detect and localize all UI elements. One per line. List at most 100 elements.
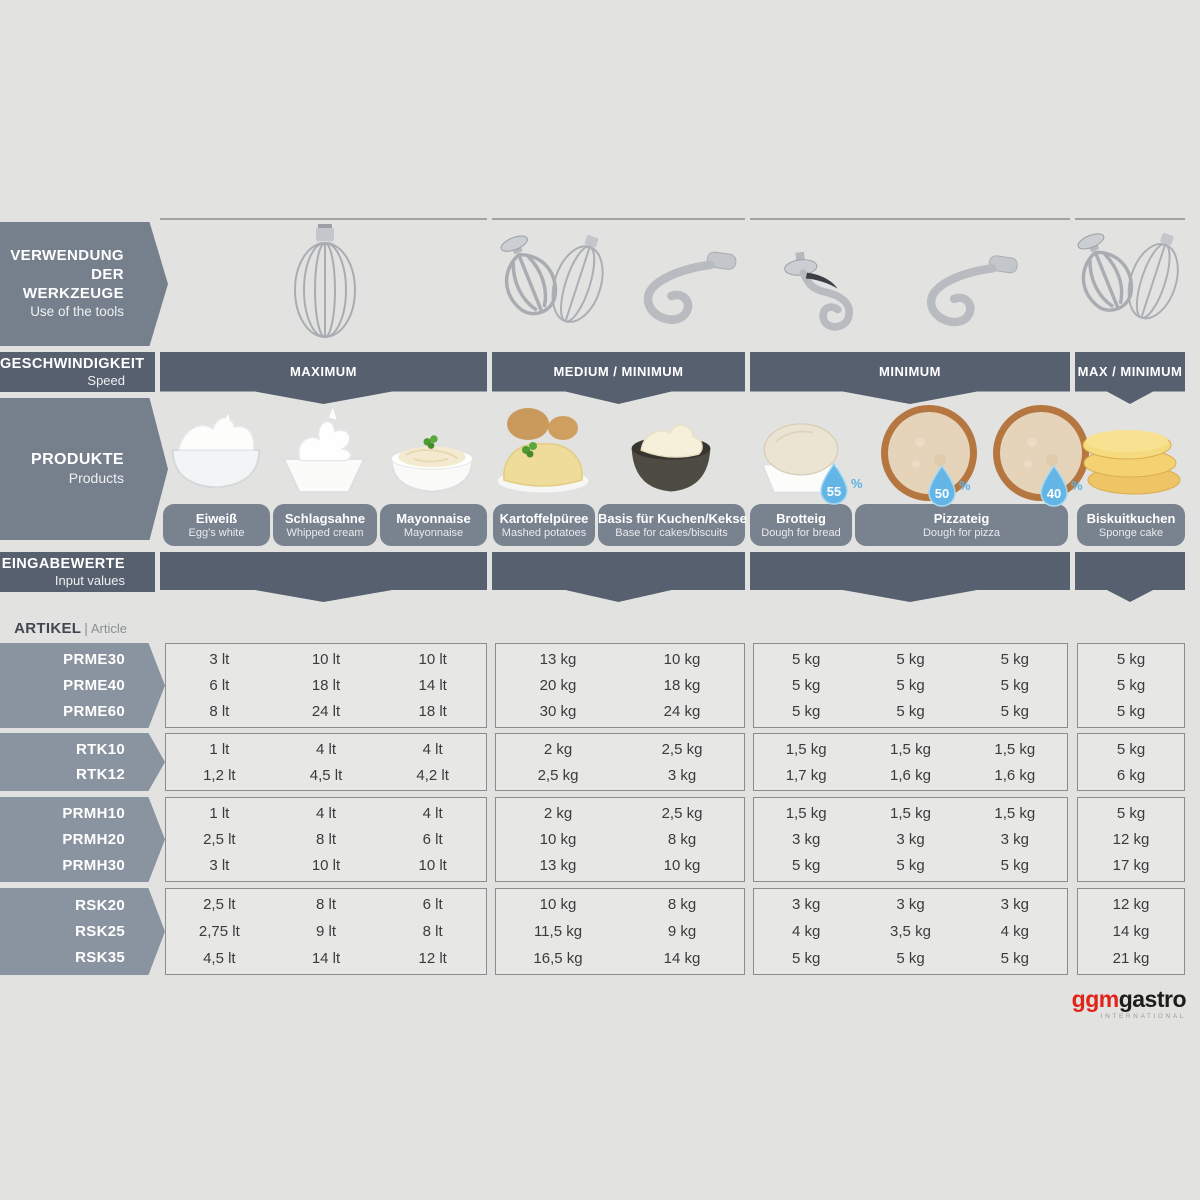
table-row: 3 kg 3 kg 3 kg	[754, 826, 1067, 852]
value-cell: 10 kg	[663, 650, 701, 668]
logo-gastro: gastro	[1118, 986, 1187, 1012]
value-cell: 14 lt	[311, 950, 341, 967]
table-row: 2,75 lt 9 lt 8 lt	[166, 918, 486, 945]
value-cell: 3 lt	[209, 650, 230, 668]
product-name-en: Mashed potatoes	[501, 527, 587, 539]
value-cell: 3 kg	[791, 896, 821, 913]
table-row: 6 lt 18 lt 14 lt	[166, 672, 486, 698]
table-row: 2,5 kg 3 kg	[496, 762, 744, 788]
speed-label: MAX / MINIMUM	[1077, 364, 1183, 379]
value-cell: 2,5 kg	[661, 740, 703, 758]
input-values-bar	[160, 552, 487, 602]
value-cell: 2,5 lt	[203, 830, 236, 848]
pizza-dough-icon	[988, 402, 1094, 504]
products-label-de: PRODUKTE	[31, 451, 124, 469]
table-row: 12 kg	[1078, 891, 1184, 918]
value-cell: 18 lt	[311, 676, 341, 694]
table-row: 4,5 lt 14 lt 12 lt	[166, 945, 486, 972]
product-name-en: Egg's white	[188, 527, 245, 539]
article-caption-en: Article	[90, 621, 127, 636]
article-group-label: RTK10 RTK12	[0, 733, 165, 791]
table-row: 21 kg	[1078, 945, 1184, 972]
article-name: PRME40	[63, 676, 125, 694]
value-cell: 8 lt	[209, 703, 230, 721]
value-cell: 5 kg	[1000, 703, 1029, 721]
beater-whisk-icon	[495, 230, 615, 342]
article-name: PRMH10	[62, 805, 125, 823]
product-pill: Schlagsahne Whipped cream	[273, 504, 377, 546]
value-cell: 5 kg	[1116, 650, 1146, 668]
value-cell: 4 lt	[316, 804, 337, 822]
table-row: 14 kg	[1078, 918, 1184, 945]
product-name-en: Dough for bread	[761, 527, 841, 539]
hydration-drop-icon: 50%	[926, 464, 978, 510]
values-box: 1 lt 4 lt 4 lt 2,5 lt 8 lt 6 lt 3 lt 10 lt 10 lt	[165, 797, 487, 882]
tools-label-de-line2: DER WERKZEUGE	[22, 266, 124, 302]
article-name: PRMH20	[62, 830, 125, 848]
product-name-en: Mayonnaise	[403, 527, 464, 539]
value-cell: 5 kg	[1000, 650, 1029, 668]
value-cell: 5 kg	[1116, 740, 1146, 758]
article-group-label: PRME30 PRME40 PRME60	[0, 643, 165, 728]
products-label-en: Products	[68, 470, 124, 487]
value-cell: 14 kg	[1112, 923, 1150, 940]
values-box: 1 lt 4 lt 4 lt 1,2 lt 4,5 lt 4,2 lt	[165, 733, 487, 791]
hydration-drop-icon: 55%	[818, 462, 870, 508]
value-cell: 5 kg	[1116, 703, 1146, 721]
value-cell: 11,5 kg	[533, 923, 583, 940]
value-cell: 1 lt	[209, 740, 230, 758]
hydration-value: 50	[935, 486, 949, 501]
value-cell: 12 lt	[418, 950, 447, 967]
table-row: 20 kg 18 kg	[496, 672, 744, 698]
value-cell: 4,5 lt	[203, 950, 236, 967]
balloon-whisk-icon	[287, 224, 363, 342]
dough-hook-icon	[768, 240, 888, 340]
value-cell: 14 lt	[418, 676, 447, 694]
product-name-en: Base for cakes/biscuits	[615, 527, 728, 539]
values-box: 3 lt 10 lt 10 lt 6 lt 18 lt 14 lt 8 lt 24 lt 18 …	[165, 643, 487, 728]
value-cell: 2,75 lt	[198, 923, 240, 940]
values-box: 1,5 kg 1,5 kg 1,5 kg 3 kg 3 kg 3 kg 5 kg 5 kg 5 …	[753, 797, 1068, 882]
tool-group-divider	[492, 218, 745, 220]
value-cell: 1,7 kg	[785, 766, 827, 784]
value-cell: 5 kg	[791, 703, 821, 721]
value-cell: 13 kg	[539, 650, 577, 668]
percent-sign: %	[851, 476, 863, 491]
logo-wordmark: ggmgastro	[1040, 986, 1187, 1012]
value-cell: 10 kg	[663, 857, 701, 875]
value-cell: 16,5 kg	[533, 950, 583, 967]
values-box: 2 kg 2,5 kg 10 kg 8 kg 13 kg 10 kg	[495, 797, 745, 882]
mayonnaise-bowl-icon	[380, 408, 484, 502]
value-cell: 3 kg	[667, 766, 697, 784]
table-row: 5 kg 5 kg 5 kg	[754, 672, 1067, 698]
product-name-de: Mayonnaise	[396, 511, 471, 526]
table-row: 5 kg 5 kg 5 kg	[754, 646, 1067, 672]
input-values-bar	[1075, 552, 1185, 602]
values-box: 1,5 kg 1,5 kg 1,5 kg 1,7 kg 1,6 kg 1,6 kg	[753, 733, 1068, 791]
spiral-hook-icon	[618, 240, 743, 340]
table-row: 1,7 kg 1,6 kg 1,6 kg	[754, 762, 1067, 788]
hydration-value: 40	[1047, 486, 1061, 501]
speed-label: MINIMUM	[879, 364, 941, 379]
article-group-label: PRMH10 PRMH20 PRMH30	[0, 797, 165, 882]
product-name-en: Sponge cake	[1098, 527, 1164, 539]
logo-subtitle: INTERNATIONAL	[1100, 1013, 1186, 1020]
value-cell: 3 lt	[209, 857, 230, 875]
value-cell: 9 kg	[667, 923, 697, 940]
values-box: 13 kg 10 kg 20 kg 18 kg 30 kg 24 kg	[495, 643, 745, 728]
logo-ggm: ggm	[1071, 986, 1120, 1012]
value-cell: 4 kg	[791, 923, 821, 940]
hydration-drop-icon: 40%	[1038, 464, 1090, 510]
table-row: 6 kg	[1078, 762, 1184, 788]
value-cell: 6 lt	[422, 830, 443, 848]
product-pill: Pizzateig Dough for pizza	[855, 504, 1068, 546]
table-row: 1,2 lt 4,5 lt 4,2 lt	[166, 762, 486, 788]
value-cell: 5 kg	[896, 857, 925, 875]
table-row: 5 kg	[1078, 699, 1184, 725]
value-cell: 5 kg	[1000, 857, 1029, 875]
table-row: 5 kg 5 kg 5 kg	[754, 699, 1067, 725]
table-row: 5 kg	[1078, 800, 1184, 826]
value-cell: 13 kg	[539, 857, 577, 875]
article-name: RTK10	[75, 741, 125, 758]
value-cell: 20 kg	[539, 676, 577, 694]
